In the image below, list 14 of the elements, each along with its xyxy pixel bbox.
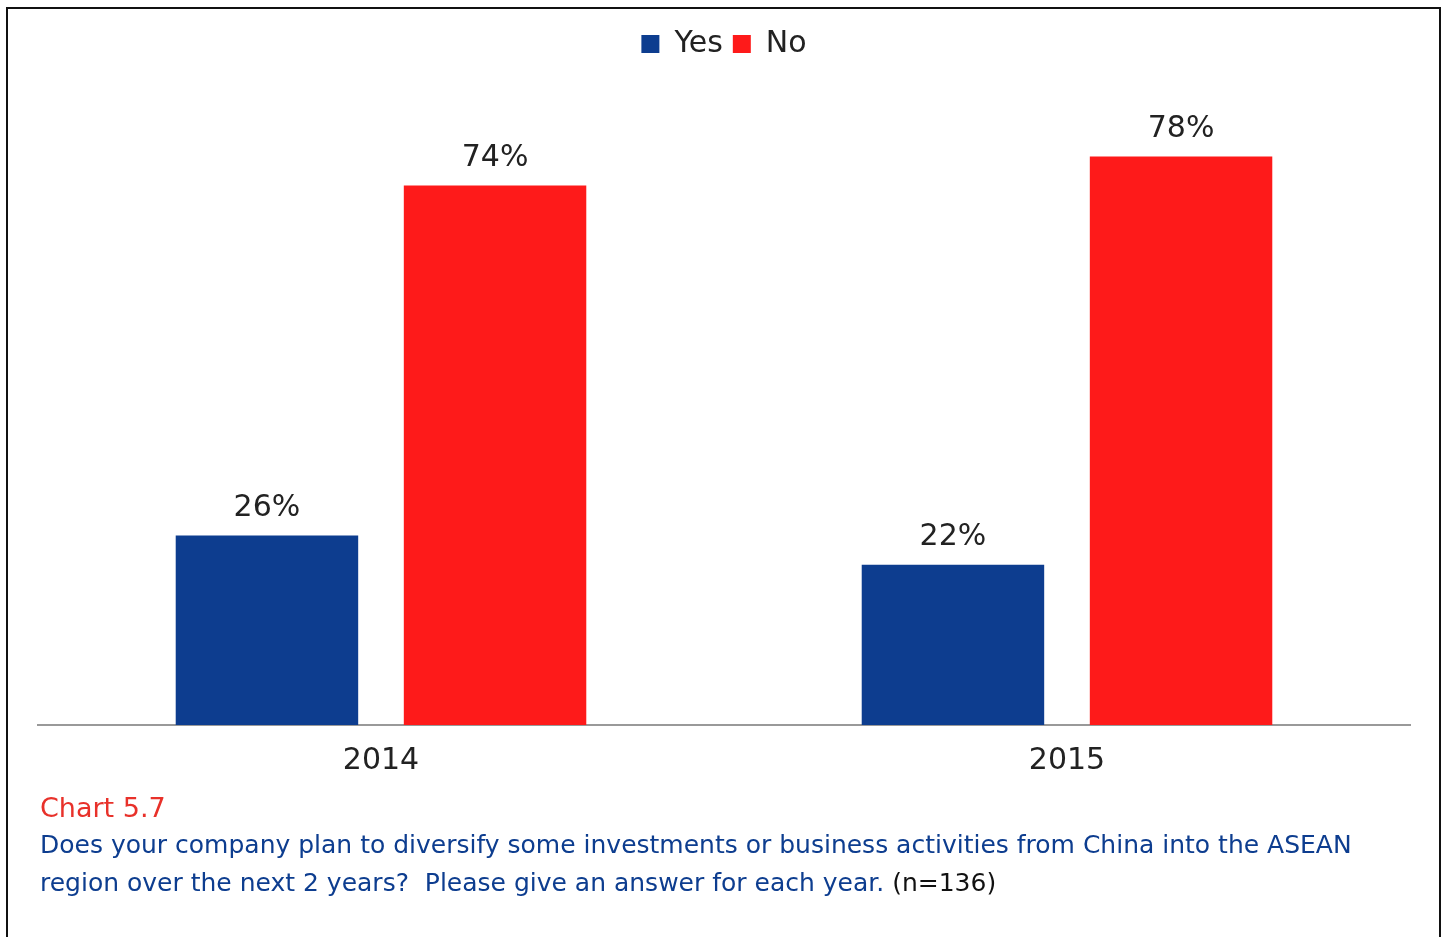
legend-label: No — [765, 23, 807, 59]
x-tick-label: 2014 — [342, 740, 420, 776]
bar — [403, 185, 587, 725]
data-label: 26% — [233, 488, 301, 524]
bar — [861, 564, 1045, 725]
data-label: 74% — [461, 138, 529, 174]
legend-label: Yes — [673, 23, 723, 59]
text: (n=136) — [891, 868, 997, 897]
caption: Chart 5.7 — [40, 791, 167, 825]
data-label: 78% — [1147, 109, 1215, 145]
data-label: 22% — [919, 517, 987, 553]
x-tick-label: 2015 — [1028, 740, 1106, 776]
bar — [175, 535, 359, 725]
bar — [1089, 156, 1273, 725]
